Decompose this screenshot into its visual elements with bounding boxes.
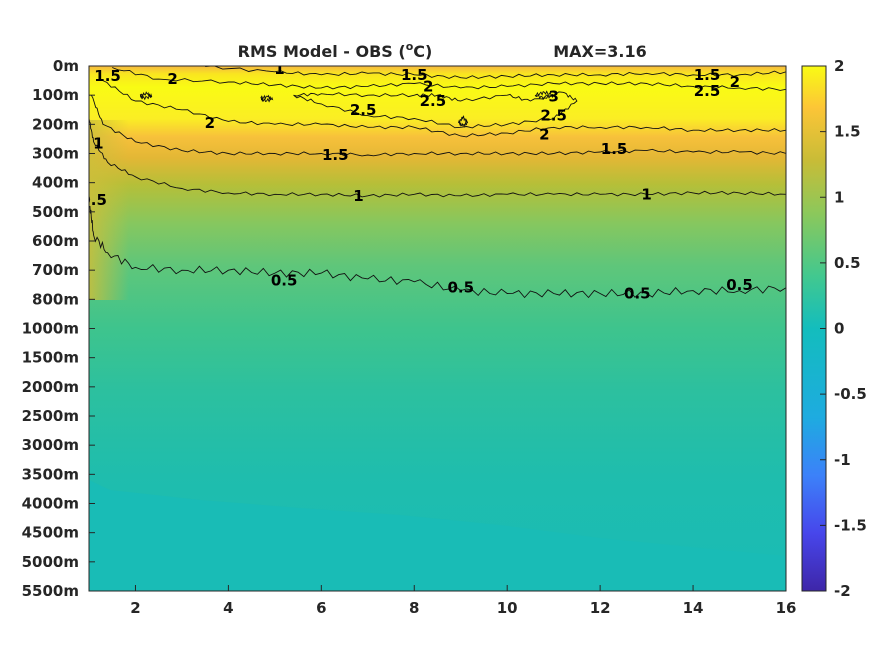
y-tick-label: 5000m — [22, 553, 79, 571]
y-tick-label: 3000m — [22, 436, 79, 454]
colorbar-tick-label: 1 — [834, 188, 844, 206]
contour-label: 2 — [167, 70, 177, 88]
contour-label: 1.5 — [322, 146, 349, 164]
max-value-label: MAX=3.16 — [553, 42, 647, 61]
contour-label: 0.5 — [447, 279, 474, 297]
colorbar-tick-label: 0 — [834, 320, 844, 338]
y-tick-label: 100m — [32, 86, 79, 104]
contour-label: 2.5 — [540, 107, 567, 125]
contour-line — [205, 66, 786, 79]
colorbar-tick-label: 1.5 — [834, 123, 861, 141]
contour-label: 2.5 — [350, 101, 377, 119]
contour-label: 2 — [730, 73, 740, 91]
x-tick-label: 8 — [409, 599, 419, 617]
colorbar-tick-label: 2 — [834, 57, 844, 75]
colorbar-tick-label: -2 — [834, 582, 851, 600]
colorbar-tick-label: -1.5 — [834, 516, 867, 534]
colorbar-tick-label: -1 — [834, 451, 851, 469]
y-tick-label: 400m — [32, 174, 79, 192]
y-tick-label: 300m — [32, 145, 79, 163]
contour-label: 1 — [93, 134, 103, 152]
contour-label: 1 — [641, 185, 651, 203]
x-axis: 2 4 6 8 10 12 14 16 — [130, 585, 796, 617]
contour-label: 2 — [423, 77, 433, 95]
x-tick-label: 2 — [130, 599, 140, 617]
x-tick-label: 16 — [776, 599, 797, 617]
contour-line — [112, 67, 786, 91]
contour-label: 2.5 — [694, 82, 721, 100]
y-tick-label: 200m — [32, 115, 79, 133]
contour-line — [293, 91, 578, 129]
y-tick-label: 800m — [32, 290, 79, 308]
colorbar-tick-label: -0.5 — [834, 385, 867, 403]
y-tick-label: 600m — [32, 232, 79, 250]
y-tick-label: 0m — [53, 57, 79, 75]
x-tick-label: 12 — [590, 599, 611, 617]
x-tick-label: 6 — [316, 599, 326, 617]
colorbar-axis: 2 1.5 1 0.5 0 -0.5 -1 -1.5 -2 — [820, 57, 867, 600]
x-tick-label: 14 — [683, 599, 704, 617]
x-tick-label: 4 — [223, 599, 233, 617]
contour-line — [102, 80, 786, 138]
contour-line — [139, 91, 153, 101]
contour-line — [534, 90, 555, 100]
chart-title: RMS Model - OBS (oC) — [238, 40, 433, 61]
contour-label: 2.5 — [420, 92, 447, 110]
contour-label: 1.5 — [601, 140, 628, 158]
y-tick-label: 2500m — [22, 407, 79, 425]
contour-line — [457, 115, 469, 128]
contour-label: 3 — [548, 88, 558, 106]
y-tick-label: 1500m — [22, 349, 79, 367]
contour-label: 1 — [274, 60, 284, 78]
contour-label: 1.5 — [694, 66, 721, 84]
y-tick-label: 4500m — [22, 524, 79, 542]
contour-line — [89, 205, 786, 299]
contour-lines — [89, 66, 786, 299]
y-tick-label: 1000m — [22, 320, 79, 338]
x-tick-label: 10 — [497, 599, 518, 617]
y-tick-label: 5500m — [22, 582, 79, 600]
contour-line — [90, 94, 786, 157]
y-axis: 0m 100m 200m 300m 400m 500m 600m 700m 800m 1000m 1… — [22, 57, 95, 600]
contour-line — [260, 94, 274, 103]
contour-label: 0.5 — [726, 276, 753, 294]
contour-line — [89, 118, 786, 198]
contour-label: 2 — [539, 126, 549, 144]
colorbar-tick-label: 0.5 — [834, 254, 861, 272]
contour-label: 0.5 — [80, 191, 107, 209]
y-tick-label: 2000m — [22, 378, 79, 396]
contour-label: 1.5 — [401, 66, 428, 84]
y-tick-label: 500m — [32, 203, 79, 221]
contour-label: 1 — [353, 187, 363, 205]
contour-label: 2 — [205, 114, 215, 132]
y-tick-label: 4000m — [22, 495, 79, 513]
contour-label: 0.5 — [271, 271, 298, 289]
y-tick-label: 3500m — [22, 465, 79, 483]
contour-label: 0.5 — [624, 285, 651, 303]
y-tick-label: 700m — [32, 261, 79, 279]
contour-label: 1.5 — [94, 67, 121, 85]
